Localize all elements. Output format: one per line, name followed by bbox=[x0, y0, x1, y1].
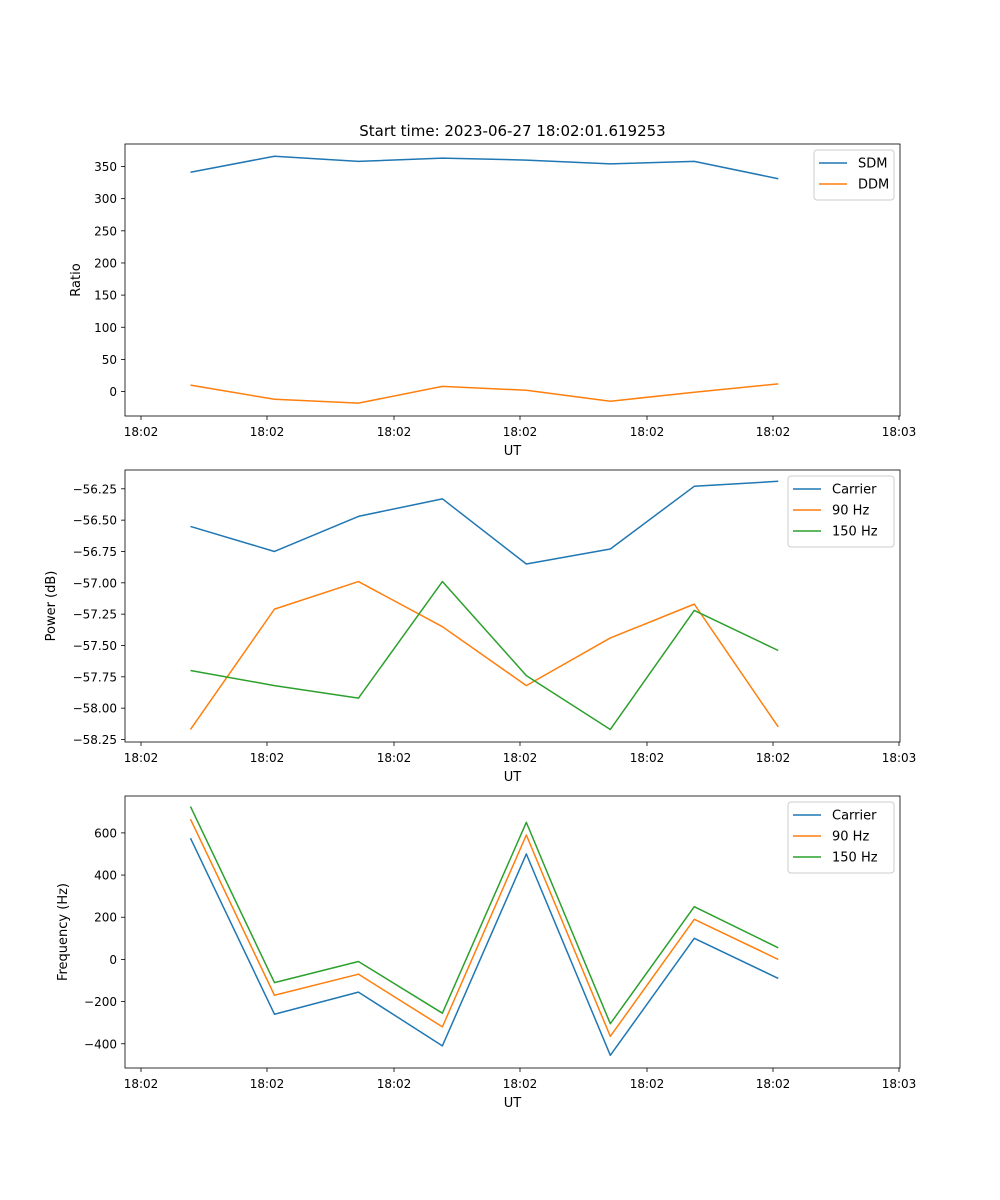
frequency-x-axis-label: UT bbox=[504, 1096, 522, 1111]
ratio-legend-label: DDM bbox=[858, 178, 889, 193]
power-y-tick-label: −58.00 bbox=[73, 702, 117, 716]
power-y-tick-label: −58.25 bbox=[73, 733, 117, 747]
ratio-y-tick-label: 150 bbox=[94, 289, 117, 303]
power-x-tick-label: 18:02 bbox=[377, 751, 412, 765]
power-legend-label: 150 Hz bbox=[832, 525, 878, 540]
frequency-legend-label: 90 Hz bbox=[832, 830, 869, 845]
frequency-y-tick-label: 0 bbox=[109, 953, 117, 967]
ratio-x-tick-label: 18:02 bbox=[377, 425, 412, 439]
power-series-line-90-hz bbox=[189, 580, 779, 730]
power-x-tick-label: 18:02 bbox=[756, 751, 791, 765]
power-x-tick-label: 18:02 bbox=[250, 751, 285, 765]
ratio-x-tick-label: 18:02 bbox=[503, 425, 538, 439]
ratio-series-line-sdm bbox=[190, 155, 779, 180]
ratio-y-axis-label: Ratio bbox=[69, 263, 84, 296]
frequency-x-tick-label: 18:02 bbox=[756, 1077, 791, 1091]
power-x-tick-label: 18:02 bbox=[630, 751, 665, 765]
power-panel: 18:02 18:02 18:02 18:02 18:02 18:02 18:03 −58.2… bbox=[44, 469, 917, 785]
power-axes-frame bbox=[124, 469, 901, 743]
power-x-tick-label: 18:02 bbox=[503, 751, 538, 765]
frequency-x-tick-label: 18:02 bbox=[503, 1077, 538, 1091]
power-y-tick-label: −57.00 bbox=[73, 576, 117, 590]
ratio-series-line-ddm bbox=[190, 383, 779, 404]
ratio-legend-label: SDM bbox=[858, 157, 887, 172]
frequency-y-tick-label: −400 bbox=[84, 1037, 117, 1051]
ratio-y-tick-label: 200 bbox=[94, 256, 117, 270]
power-y-tick-label: −57.50 bbox=[73, 639, 117, 653]
frequency-y-tick-label: −200 bbox=[84, 995, 117, 1009]
frequency-legend: Carrier 90 Hz 150 Hz bbox=[787, 801, 895, 874]
power-y-axis-label: Power (dB) bbox=[44, 571, 59, 642]
ratio-x-tick-label: 18:03 bbox=[882, 425, 917, 439]
ratio-y-tick-label: 100 bbox=[94, 321, 117, 335]
power-x-axis-label: UT bbox=[504, 770, 522, 785]
ratio-y-tick-label: 350 bbox=[94, 160, 117, 174]
frequency-series-line-carrier bbox=[189, 837, 779, 1057]
power-x-tick-label: 18:02 bbox=[124, 751, 159, 765]
frequency-y-tick-label: 200 bbox=[94, 911, 117, 925]
power-x-tick-label: 18:03 bbox=[882, 751, 917, 765]
ratio-y-tick-label: 0 bbox=[109, 385, 117, 399]
ratio-x-tick-label: 18:02 bbox=[756, 425, 791, 439]
power-series-line-carrier bbox=[190, 480, 779, 565]
ratio-y-tick-label: 50 bbox=[102, 353, 117, 367]
power-y-tick-label: −57.75 bbox=[73, 670, 117, 684]
frequency-x-tick-label: 18:02 bbox=[250, 1077, 285, 1091]
frequency-series-line-150-hz bbox=[189, 806, 779, 1025]
frequency-y-tick-label: 400 bbox=[94, 869, 117, 883]
ratio-y-tick-label: 300 bbox=[94, 192, 117, 206]
figure-title: Start time: 2023-06-27 18:02:01.619253 bbox=[359, 122, 665, 140]
power-y-tick-label: −56.25 bbox=[73, 482, 117, 496]
ratio-x-tick-label: 18:02 bbox=[250, 425, 285, 439]
ratio-axes-frame bbox=[124, 143, 901, 417]
frequency-y-axis-label: Frequency (Hz) bbox=[56, 883, 71, 981]
power-legend-box bbox=[787, 475, 895, 548]
power-legend-label: 90 Hz bbox=[832, 504, 869, 519]
power-y-tick-label: −57.25 bbox=[73, 608, 117, 622]
ratio-y-tick-label: 250 bbox=[94, 224, 117, 238]
frequency-x-tick-label: 18:02 bbox=[377, 1077, 412, 1091]
power-y-tick-label: −56.50 bbox=[73, 514, 117, 528]
frequency-x-tick-label: 18:02 bbox=[630, 1077, 665, 1091]
ratio-panel: 18:02 18:02 18:02 18:02 18:02 18:02 18:03 0 50 10… bbox=[69, 143, 917, 459]
ratio-x-tick-label: 18:02 bbox=[124, 425, 159, 439]
frequency-series-line-90-hz bbox=[189, 818, 779, 1038]
power-legend: Carrier 90 Hz 150 Hz bbox=[787, 475, 895, 548]
power-series-line-150-hz bbox=[190, 580, 779, 731]
frequency-panel: 18:02 18:02 18:02 18:02 18:02 18:02 18:03 −400 −… bbox=[56, 795, 917, 1111]
frequency-x-tick-label: 18:02 bbox=[124, 1077, 159, 1091]
power-y-tick-label: −56.75 bbox=[73, 545, 117, 559]
frequency-y-tick-label: 600 bbox=[94, 826, 117, 840]
frequency-axes-frame bbox=[124, 795, 901, 1069]
ratio-x-axis-label: UT bbox=[504, 444, 522, 459]
ratio-x-tick-label: 18:02 bbox=[630, 425, 665, 439]
frequency-legend-box bbox=[787, 801, 895, 874]
power-legend-label: Carrier bbox=[832, 483, 877, 498]
ratio-legend: SDM DDM bbox=[813, 149, 895, 201]
frequency-x-tick-label: 18:03 bbox=[882, 1077, 917, 1091]
frequency-legend-label: Carrier bbox=[832, 809, 877, 824]
frequency-legend-label: 150 Hz bbox=[832, 851, 878, 866]
